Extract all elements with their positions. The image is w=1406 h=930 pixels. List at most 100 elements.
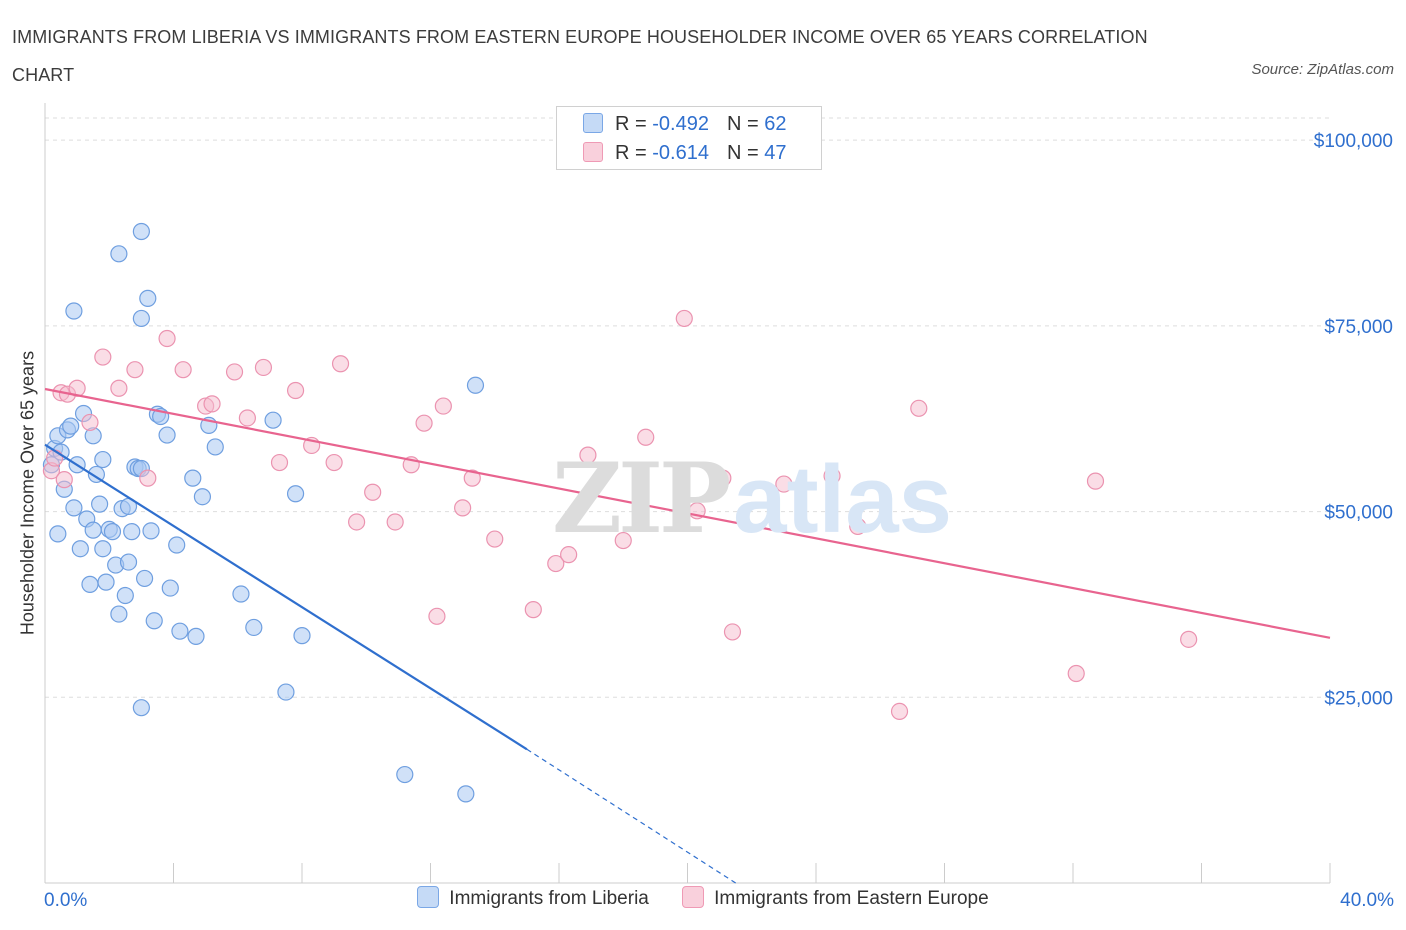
eastern-europe-point (775, 475, 793, 493)
liberia-point (286, 485, 305, 503)
chart-title: IMMIGRANTS FROM LIBERIA VS IMMIGRANTS FR… (12, 27, 1148, 85)
liberia-point (65, 499, 83, 517)
eastern-europe-point (463, 469, 481, 487)
liberia-point (161, 579, 179, 597)
liberia-point (116, 586, 134, 605)
liberia-point (87, 465, 106, 484)
liberia-point (97, 573, 115, 591)
legend-swatch-eastern-europe (583, 141, 603, 162)
eastern-europe-point (386, 513, 404, 531)
liberia-point (171, 622, 189, 640)
eastern-europe-point (675, 309, 693, 328)
liberia-point (81, 575, 99, 593)
eastern-europe-point (849, 517, 867, 536)
liberia-point (135, 569, 154, 588)
legend-r-value: -0.614 (652, 142, 709, 164)
eastern-europe-point (139, 469, 157, 487)
liberia-point (110, 245, 128, 263)
liberia-point (277, 683, 295, 701)
liberia-point (206, 438, 224, 456)
liberia-point (245, 618, 263, 637)
liberia-point (94, 450, 112, 469)
x-axis-max-label: 40.0% (1340, 890, 1394, 911)
y-tick-label: $25,000 (1324, 688, 1393, 709)
legend-item-eastern-europe[interactable]: Immigrants from Eastern Europe (682, 886, 989, 910)
eastern-europe-point (81, 413, 99, 432)
eastern-europe-point (524, 601, 542, 619)
liberia-point (142, 522, 160, 540)
liberia-point (103, 523, 122, 541)
liberia-point (71, 540, 89, 558)
legend-item-liberia[interactable]: Immigrants from Liberia (417, 886, 649, 910)
eastern-europe-point (254, 358, 273, 377)
eastern-europe-point (270, 453, 289, 472)
eastern-europe-point (910, 399, 928, 417)
eastern-europe-point (1067, 664, 1085, 683)
y-tick-labels: $100,000 $75,000 $50,000 $25,000 (1314, 131, 1393, 709)
series-legend: Immigrants from Liberia Immigrants from … (0, 886, 1406, 910)
liberia-point (184, 469, 202, 487)
eastern-europe-point (158, 329, 176, 348)
liberia-point (145, 612, 163, 630)
legend-n-value: 47 (764, 142, 787, 164)
legend-label-liberia: Immigrants from Liberia (449, 888, 649, 910)
eastern-europe-point (46, 449, 64, 467)
eastern-europe-point (428, 607, 446, 625)
liberia-point (139, 289, 157, 307)
liberia-point (293, 627, 311, 645)
eastern-europe-point (823, 467, 841, 485)
eastern-europe-point (203, 395, 221, 413)
legend-row-liberia: R = -0.492 N = 62 (583, 109, 786, 139)
eastern-europe-point (486, 530, 504, 548)
eastern-europe-point (225, 363, 244, 381)
y-tick-label: $75,000 (1324, 317, 1393, 338)
eastern-europe-point (415, 414, 433, 432)
trend-lines (44, 387, 1331, 884)
legend-swatch-liberia (417, 886, 440, 908)
series-liberia-points (42, 222, 485, 803)
correlation-legend: R = -0.492 N = 62 R = -0.614 N = 47 (556, 106, 822, 170)
eastern-europe-point (110, 379, 128, 397)
liberia-point (232, 585, 250, 603)
series-eastern-europe-points (42, 309, 1198, 721)
liberia-point (62, 417, 80, 435)
eastern-europe-point (325, 453, 343, 472)
eastern-europe-point (547, 554, 565, 573)
eastern-europe-point (126, 361, 144, 379)
eastern-europe-point (348, 513, 366, 531)
eastern-europe-point (286, 381, 305, 400)
liberia-point (123, 523, 141, 541)
liberia-point (94, 540, 112, 558)
eastern-europe-point (560, 546, 578, 564)
liberia-point (84, 521, 102, 539)
eastern-europe-point (364, 483, 382, 501)
liberia-point (132, 309, 150, 328)
eastern-europe-point (637, 428, 655, 446)
grid-lines (45, 117, 1330, 698)
legend-swatch-liberia (583, 112, 603, 133)
eastern-europe-point (174, 361, 192, 379)
liberia-point (119, 553, 138, 571)
legend-label-eastern-europe: Immigrants from Eastern Europe (714, 888, 989, 910)
liberia-point (396, 765, 414, 784)
eastern-europe-point (331, 355, 350, 373)
eastern-europe-point (434, 397, 452, 415)
liberia-point (193, 488, 212, 506)
eastern-europe-point (1180, 630, 1198, 648)
x-axis-min-label: 0.0% (44, 890, 88, 911)
eastern-europe-point (890, 702, 909, 721)
eastern-europe-point (94, 348, 112, 366)
legend-swatch-eastern-europe (682, 886, 705, 908)
legend-n-label: N = (726, 113, 759, 135)
legend-n-value: 62 (764, 113, 787, 135)
source-label: Source: ZipAtlas.com (1251, 61, 1394, 78)
y-axis-label: Householder Income Over 65 years (17, 350, 38, 636)
eastern-europe-point (238, 409, 256, 427)
liberia-point (110, 605, 128, 623)
legend-r-label: R = (615, 113, 647, 135)
eastern-europe-point (55, 471, 73, 489)
y-tick-label: $100,000 (1314, 131, 1393, 152)
axes (44, 103, 1331, 884)
legend-r-value: -0.492 (652, 113, 709, 135)
liberia-trend-line (44, 443, 528, 751)
